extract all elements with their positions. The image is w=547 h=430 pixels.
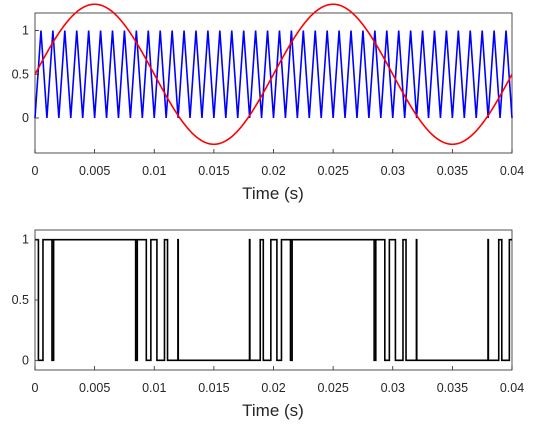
pwm-output-line [35, 238, 512, 362]
top-y-tick-label: 0.5 [12, 67, 29, 81]
top-x-tick-label: 0.035 [437, 164, 468, 178]
top-x-tick-label: 0 [32, 164, 39, 178]
top-series-group [34, 3, 513, 146]
top-x-tick-label: 0.025 [317, 164, 348, 178]
top-ticks-group: 0 0.005 0.01 0.015 0.02 0.025 0.03 0.035 0.04 0 0.… [12, 24, 525, 179]
top-x-tick-label: 0.03 [381, 164, 405, 178]
top-x-tick-label: 0.04 [500, 164, 524, 178]
carrier-triangle-line [34, 30, 513, 119]
bottom-x-axis-label: Time (s) [242, 401, 304, 420]
bottom-x-tick-label: 0.035 [437, 381, 468, 395]
bottom-x-tick-label: 0.005 [79, 381, 110, 395]
sine-reference-line [34, 3, 513, 146]
bottom-x-tick-label: 0 [32, 381, 39, 395]
bottom-x-tick-label: 0.02 [261, 381, 285, 395]
bottom-x-tick-label: 0.04 [500, 381, 524, 395]
top-y-tick-label: 1 [22, 24, 29, 38]
bottom-x-tick-label: 0.03 [381, 381, 405, 395]
bottom-subplot: 0 0.005 0.01 0.015 0.02 0.025 0.03 0.035 0.04 0 0.… [12, 229, 525, 420]
bottom-ticks-group: 0 0.005 0.01 0.015 0.02 0.025 0.03 0.035 0.04 0 0.… [12, 233, 525, 395]
bottom-x-tick-label: 0.01 [142, 381, 166, 395]
top-x-tick-label: 0.02 [261, 164, 285, 178]
bottom-axes-frame [34, 229, 513, 371]
bottom-y-tick-label: 0.5 [12, 293, 29, 307]
bottom-series-group [35, 238, 512, 362]
top-x-tick-label: 0.005 [79, 164, 110, 178]
bottom-x-tick-label: 0.025 [317, 381, 348, 395]
bottom-x-tick-label: 0.015 [198, 381, 229, 395]
top-x-tick-label: 0.01 [142, 164, 166, 178]
top-x-axis-label: Time (s) [242, 184, 304, 203]
top-y-tick-label: 0 [22, 111, 29, 125]
top-axes-frame [34, 12, 513, 154]
bottom-y-tick-label: 1 [22, 233, 29, 247]
top-x-tick-label: 0.015 [198, 164, 229, 178]
bottom-y-tick-label: 0 [22, 353, 29, 367]
top-subplot: 0 0.005 0.01 0.015 0.02 0.025 0.03 0.035 0.04 0 0.… [12, 3, 525, 203]
